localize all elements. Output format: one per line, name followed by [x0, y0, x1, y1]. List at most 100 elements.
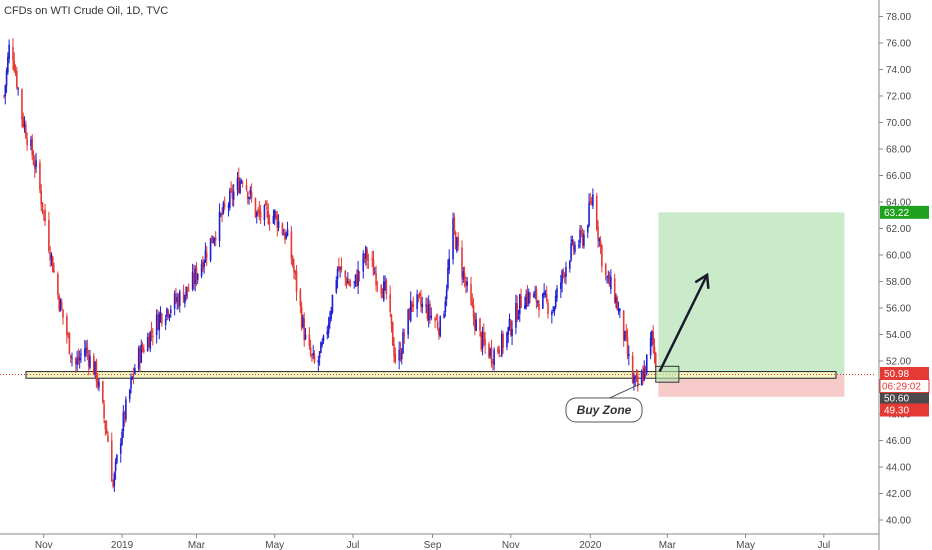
candle-body	[545, 293, 548, 301]
candle-body	[166, 308, 168, 318]
candle-body	[167, 310, 170, 317]
candle-body	[394, 354, 397, 362]
candle-body	[509, 320, 512, 336]
candle-body	[223, 203, 226, 207]
callout-box	[565, 397, 643, 423]
candle-body	[194, 268, 196, 285]
candle-body	[407, 309, 409, 335]
candle-body	[51, 256, 54, 273]
candle-body	[589, 201, 592, 203]
candle-body	[642, 373, 644, 382]
candle-body	[574, 245, 576, 253]
candle-body	[80, 354, 82, 356]
candle-body	[155, 314, 158, 335]
candle-body	[569, 260, 571, 269]
candle-body	[105, 428, 108, 434]
candle-body	[380, 285, 383, 294]
candle-body	[321, 342, 323, 345]
candle-body	[104, 420, 107, 429]
candle-body	[31, 138, 34, 156]
candle-body	[57, 274, 59, 295]
candle-body	[157, 315, 159, 330]
candle-body	[335, 280, 338, 293]
candle-body	[116, 454, 118, 463]
candle-body	[285, 233, 288, 239]
candle-body	[85, 347, 87, 350]
candle-body	[421, 303, 424, 308]
candle-body	[69, 355, 72, 358]
candle-body	[411, 301, 413, 306]
candle-body	[615, 297, 617, 304]
candle-body	[372, 259, 375, 276]
x-tick-label: Jul	[817, 540, 830, 550]
candle-body	[132, 374, 135, 376]
candle-body	[276, 215, 279, 229]
candle-body	[434, 318, 436, 321]
x-tick-label: Jul	[347, 540, 360, 550]
candle-body	[240, 180, 243, 183]
candle-body	[121, 431, 123, 445]
candle-body	[426, 305, 429, 319]
candle-body	[354, 274, 357, 282]
candle-body	[312, 352, 315, 356]
candle-body	[438, 328, 440, 336]
y-tick-label: 78.00	[886, 12, 911, 23]
candle-body	[461, 247, 463, 277]
candle-body	[490, 347, 493, 364]
candle-body	[626, 337, 629, 355]
candle-body	[444, 301, 447, 312]
candle-body	[391, 322, 394, 346]
candle-body	[480, 332, 483, 350]
candle-body	[311, 354, 313, 356]
candle-body	[429, 303, 431, 317]
candle-body	[570, 243, 572, 260]
candle-body	[498, 349, 501, 354]
candle-body	[231, 189, 234, 199]
x-tick-label: Mar	[659, 540, 677, 550]
candle-body	[248, 197, 250, 200]
candle-body	[184, 294, 186, 304]
candle-body	[556, 288, 558, 298]
candle-body	[95, 360, 98, 381]
candle-body	[17, 88, 19, 90]
candle-body	[277, 221, 280, 229]
candle-body	[622, 310, 625, 340]
candle-body	[619, 308, 621, 312]
candle-body	[465, 280, 467, 287]
candle-body	[484, 338, 486, 345]
candle-body	[141, 346, 144, 350]
candle-body	[616, 297, 619, 311]
y-tick-label: 66.00	[886, 171, 911, 182]
candle-body	[533, 293, 535, 298]
candle-body	[595, 196, 598, 230]
candle-body	[381, 294, 384, 298]
candle-body	[645, 354, 648, 373]
candle-body	[529, 292, 531, 298]
candle-body	[71, 357, 73, 359]
candle-body	[158, 314, 161, 331]
candle-body	[272, 215, 275, 224]
candle-body	[204, 250, 207, 263]
candle-body	[68, 332, 71, 355]
candle-body	[130, 378, 132, 389]
candle-body	[250, 191, 253, 198]
candle-body	[186, 286, 189, 292]
candle-body	[299, 289, 302, 307]
candle-body	[218, 211, 221, 241]
y-tick-label: 76.00	[886, 39, 911, 50]
candle-body	[42, 211, 45, 213]
candle-body	[254, 198, 257, 217]
candle-body	[363, 255, 366, 260]
x-tick-label: 2019	[111, 540, 134, 550]
candle-body	[563, 273, 566, 278]
candle-body	[457, 236, 459, 247]
y-tick-label: 64.00	[886, 198, 911, 209]
candle-body	[128, 389, 131, 400]
candle-body	[75, 358, 77, 365]
candle-body	[331, 294, 334, 313]
candle-body	[148, 337, 150, 348]
candle-body	[499, 355, 502, 357]
candle-body	[103, 403, 105, 419]
